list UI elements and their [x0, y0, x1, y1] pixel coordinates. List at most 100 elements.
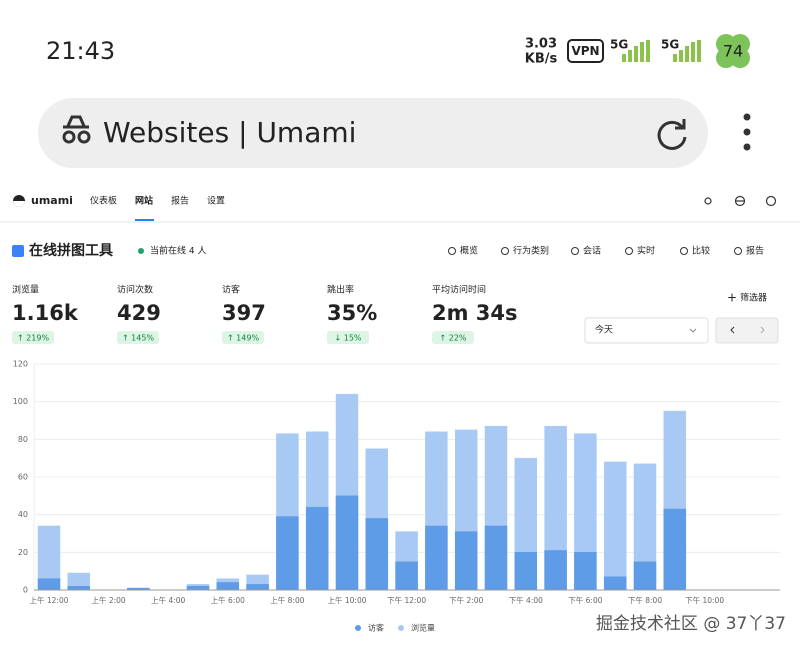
metric-change: ↑ 149% — [227, 334, 260, 343]
date-range: 今天 — [595, 324, 613, 336]
x-tick-label: 上午 10:00 — [328, 595, 367, 605]
chart: 0 20 40 60 80 100 120 上午 12:00 上午 2:00 上午 4:00 上午 … — [13, 360, 780, 633]
x-tick-label: 下午 2:00 — [449, 595, 483, 605]
metric-value: 2m 34s — [432, 301, 518, 325]
action-icon — [625, 247, 633, 255]
bar — [335, 495, 359, 591]
metric-value: 35% — [327, 301, 377, 325]
address-bar[interactable] — [38, 98, 708, 168]
action-icon — [448, 247, 456, 255]
metric-change: ↑ 22% — [439, 334, 466, 343]
nav-item[interactable]: 仪表板 — [90, 195, 117, 207]
chevron — [689, 328, 697, 333]
network: 5G — [610, 38, 628, 52]
pager — [715, 317, 779, 344]
bar — [246, 584, 269, 591]
net-speed-unit: KB/s — [525, 52, 558, 67]
legend-label: 浏览量 — [411, 623, 435, 633]
metric-label: 访客 — [222, 284, 240, 296]
y-tick-label: 60 — [18, 473, 28, 482]
bar — [305, 506, 329, 591]
watermark: 掘金技术社区 @ 37丫37 — [596, 614, 786, 634]
brand[interactable]: umami — [31, 194, 73, 207]
y-tick-label: 0 — [23, 586, 28, 595]
y-tick-label: 100 — [13, 397, 28, 406]
bar — [395, 561, 418, 591]
x-tick-label: 上午 2:00 — [91, 595, 125, 605]
action[interactable]: 比较 — [692, 245, 710, 257]
metrics: 浏览量 1.16k ↑ 219% 访问次数 429 ↑ 145% 访客 397 ↑ 149% 跳出… — [12, 284, 518, 344]
bar — [603, 576, 627, 591]
x-tick-label: 上午 6:00 — [211, 595, 245, 605]
menu-button[interactable] — [743, 113, 751, 151]
bar — [67, 585, 91, 591]
action-icon — [571, 247, 579, 255]
metric-change: ↑ 219% — [17, 334, 50, 343]
nav-item[interactable]: 网站 — [135, 195, 153, 207]
bar — [186, 585, 210, 591]
prev-button[interactable] — [730, 326, 735, 334]
metric-label: 跳出率 — [327, 284, 354, 296]
address-text: Websites | Umami — [103, 116, 356, 149]
bar — [365, 518, 389, 591]
action[interactable]: 实时 — [637, 245, 655, 257]
filter-plus: + — [727, 291, 737, 305]
site-title: 在线拼图工具 — [29, 242, 113, 259]
bar — [574, 552, 597, 591]
action[interactable]: 概览 — [460, 245, 478, 257]
date-select[interactable] — [584, 317, 709, 344]
network: 5G — [661, 38, 679, 52]
action[interactable]: 会话 — [583, 245, 601, 257]
y-tick-label: 120 — [13, 360, 28, 369]
legend-marker — [398, 625, 404, 631]
filter-button[interactable]: 筛选器 — [740, 292, 767, 304]
metric-change: ↓ 15% — [334, 334, 361, 343]
active-tab — [135, 219, 154, 221]
bar — [216, 582, 240, 591]
bar — [37, 578, 61, 591]
metric-badge — [432, 331, 474, 344]
x-tick-label: 上午 12:00 — [30, 595, 69, 605]
metric-label: 平均访问时间 — [432, 284, 486, 296]
metric-change: ↑ 145% — [122, 334, 155, 343]
action-icon — [680, 247, 688, 255]
bar — [425, 525, 448, 591]
metric-label: 浏览量 — [12, 284, 39, 296]
signal — [622, 40, 650, 62]
next-button[interactable] — [760, 326, 765, 334]
online-dot — [138, 248, 144, 254]
metric-value: 397 — [222, 301, 266, 325]
nav-item[interactable]: 设置 — [207, 196, 225, 207]
vpn-box — [567, 39, 604, 63]
metric-label: 访问次数 — [117, 284, 153, 296]
toolbar-icons — [704, 195, 777, 207]
action[interactable]: 行为类别 — [513, 245, 549, 257]
metric-badge — [327, 331, 369, 344]
bar — [633, 561, 657, 591]
legend-marker — [355, 625, 361, 631]
x-tick-label: 下午 10:00 — [685, 595, 724, 605]
bar — [454, 531, 478, 591]
nav: 仪表板 网站 报告 设置 — [90, 195, 225, 221]
nav-item[interactable]: 报告 — [171, 195, 189, 207]
reload-button[interactable] — [657, 119, 687, 150]
clock: 21:43 — [46, 37, 115, 65]
x-tick-label: 下午 4:00 — [509, 595, 543, 605]
x-tick-label: 上午 8:00 — [270, 595, 304, 605]
site-icon — [12, 245, 24, 257]
action[interactable]: 报告 — [746, 245, 764, 257]
bar — [514, 552, 538, 591]
vpn: VPN — [571, 44, 599, 58]
action-icon — [501, 247, 509, 255]
metric-badge — [12, 331, 54, 344]
x-tick-label: 下午 6:00 — [568, 595, 602, 605]
metric-value: 1.16k — [12, 301, 79, 325]
logo — [13, 201, 25, 207]
bar — [544, 550, 567, 591]
y-tick-label: 20 — [18, 548, 28, 557]
online: 当前在线 4 人 — [150, 245, 206, 257]
battery: 74 — [723, 42, 743, 61]
net-speed: 3.03 — [525, 37, 557, 52]
incognito-icon — [62, 115, 91, 144]
